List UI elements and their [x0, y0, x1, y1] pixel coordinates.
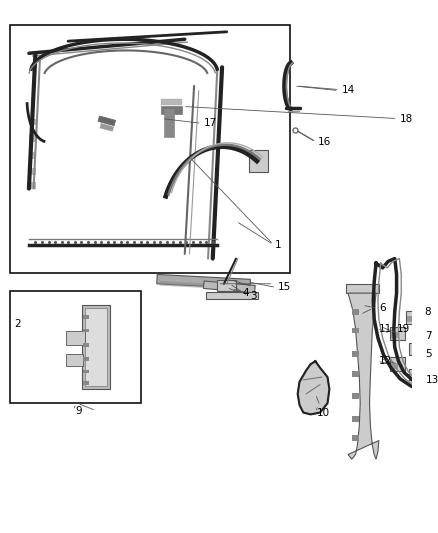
Bar — [206, 292, 258, 298]
Text: 18: 18 — [399, 114, 413, 124]
Bar — [29, 152, 36, 159]
Bar — [157, 274, 251, 289]
Bar — [390, 327, 405, 340]
Text: 9: 9 — [76, 406, 82, 416]
Text: 4: 4 — [243, 288, 249, 298]
Text: 10: 10 — [317, 408, 330, 417]
Bar — [29, 168, 36, 175]
Bar — [83, 328, 88, 332]
Bar — [352, 328, 359, 333]
Bar — [352, 393, 359, 399]
Bar — [82, 305, 110, 389]
Bar — [100, 124, 113, 131]
Bar — [203, 281, 255, 293]
Bar — [10, 291, 141, 403]
Bar — [346, 284, 379, 293]
Bar — [83, 369, 88, 373]
Text: 15: 15 — [278, 282, 291, 293]
Text: 5: 5 — [425, 349, 432, 359]
Bar — [66, 354, 83, 366]
Bar — [352, 351, 359, 357]
Polygon shape — [348, 293, 379, 459]
Bar — [352, 435, 359, 441]
Text: 19: 19 — [396, 324, 410, 334]
Text: 6: 6 — [379, 303, 385, 313]
Bar — [85, 308, 107, 386]
Text: 12: 12 — [379, 356, 392, 366]
Bar — [390, 358, 405, 370]
Bar — [391, 332, 399, 338]
Text: 3: 3 — [250, 291, 257, 301]
Bar — [406, 311, 421, 324]
Bar — [29, 135, 36, 142]
Bar — [409, 343, 422, 354]
Bar — [66, 332, 85, 345]
Text: 2: 2 — [14, 319, 21, 329]
Text: 16: 16 — [318, 137, 332, 147]
Bar — [249, 150, 268, 172]
Text: 11: 11 — [379, 324, 392, 334]
Bar — [10, 25, 290, 272]
Text: 8: 8 — [424, 307, 431, 317]
Bar — [83, 358, 88, 361]
Text: 7: 7 — [425, 331, 432, 341]
Bar — [409, 369, 422, 380]
Bar — [14, 321, 87, 356]
Bar — [83, 381, 88, 384]
Bar — [164, 109, 173, 138]
Text: 1: 1 — [275, 239, 282, 249]
Bar — [29, 118, 36, 125]
Bar — [29, 182, 36, 189]
Bar — [391, 363, 399, 369]
Bar — [352, 372, 359, 377]
Bar — [83, 316, 88, 319]
Text: 17: 17 — [203, 118, 217, 128]
Bar — [352, 416, 359, 422]
Bar — [83, 343, 88, 347]
Bar — [162, 107, 182, 114]
Bar — [217, 280, 236, 291]
Bar — [407, 317, 414, 322]
Text: 14: 14 — [342, 85, 355, 95]
Bar — [98, 116, 116, 126]
Bar — [159, 281, 249, 290]
Polygon shape — [298, 361, 329, 415]
Bar — [352, 309, 359, 314]
Text: 13: 13 — [425, 375, 438, 385]
Bar — [162, 99, 182, 104]
